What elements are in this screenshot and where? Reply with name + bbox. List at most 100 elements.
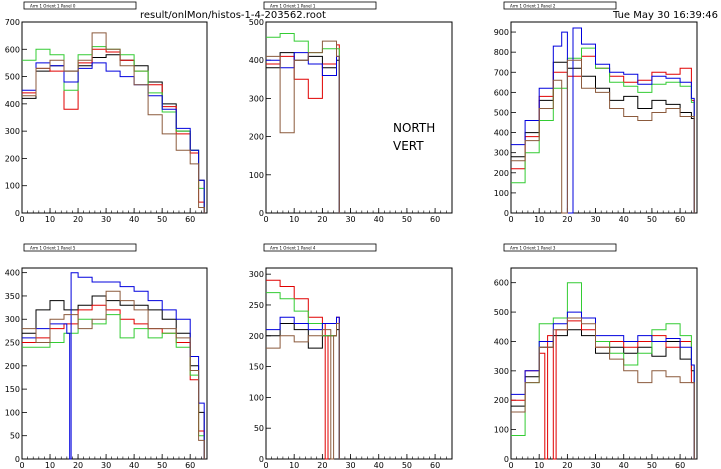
x-tick-label: 10: [45, 215, 55, 224]
y-tick-label: 100: [494, 426, 509, 435]
x-tick-label: 30: [345, 215, 355, 224]
y-tick-label: 350: [5, 292, 20, 301]
y-tick-label: 300: [494, 149, 509, 158]
y-tick-label: 100: [494, 189, 509, 198]
y-tick-label: 50: [254, 424, 264, 433]
x-tick-label: 50: [157, 461, 167, 469]
x-tick-label: 60: [185, 461, 195, 469]
annotation-line2: VERT: [393, 139, 424, 153]
y-tick-label: 600: [5, 45, 20, 54]
x-tick-label: 30: [101, 215, 111, 224]
series-black-line: [266, 52, 340, 213]
y-tick-label: 250: [5, 339, 20, 348]
panel-title: Arm 1 Orient 1 Panel 0: [30, 4, 76, 9]
x-tick-label: 50: [402, 461, 412, 469]
y-tick-label: 0: [259, 209, 264, 218]
panel-title: Arm 1 Orient 1 Panel 1: [270, 4, 316, 9]
y-tick-label: 400: [249, 56, 264, 65]
series-black-line: [511, 329, 695, 459]
series-red-line: [511, 55, 695, 213]
series-blue-line: [511, 311, 695, 459]
x-tick-label: 10: [534, 215, 544, 224]
y-tick-label: 500: [5, 73, 20, 82]
x-tick-label: 0: [19, 461, 24, 469]
panel-title-box: [263, 1, 377, 10]
chart-panel-2: Arm 1 Orient 1 Panel 2010020030040050060…: [494, 1, 698, 224]
x-tick-label: 20: [317, 215, 327, 224]
x-tick-label: 30: [101, 461, 111, 469]
x-tick-label: 0: [508, 461, 513, 469]
y-tick-label: 200: [494, 169, 509, 178]
x-tick-label: 30: [345, 461, 355, 469]
x-tick-label: 40: [619, 461, 629, 469]
y-tick-label: 100: [249, 171, 264, 180]
y-tick-label: 200: [494, 396, 509, 405]
y-tick-label: 400: [494, 129, 509, 138]
plot-frame: [510, 267, 698, 460]
x-tick-label: 40: [374, 461, 384, 469]
y-tick-label: 0: [15, 455, 20, 464]
panel-title-box: [23, 1, 137, 10]
y-tick-label: 200: [249, 332, 264, 341]
y-tick-label: 700: [494, 68, 509, 77]
x-tick-label: 40: [374, 215, 384, 224]
series-brown-line: [511, 317, 695, 459]
y-tick-label: 500: [494, 308, 509, 317]
series-blue-line: [266, 52, 340, 213]
chart-panel-4: Arm 1 Orient 1 Panel 4050100150200250300…: [249, 243, 453, 469]
y-tick-label: 0: [504, 209, 509, 218]
y-tick-label: 300: [249, 94, 264, 103]
y-tick-label: 0: [259, 455, 264, 464]
x-tick-label: 10: [45, 461, 55, 469]
series-black-line: [511, 61, 695, 213]
x-tick-label: 20: [562, 215, 572, 224]
y-tick-label: 0: [15, 209, 20, 218]
y-tick-label: 600: [494, 279, 509, 288]
y-tick-label: 300: [249, 270, 264, 279]
annotation-line1: NORTH: [393, 121, 435, 135]
file-path-label: result/onlMon/histos-1-4-203562.root: [140, 10, 326, 21]
y-tick-label: 200: [5, 154, 20, 163]
datetime-label: Tue May 30 16:39:46 2006: [612, 10, 721, 21]
y-tick-label: 400: [494, 337, 509, 346]
x-tick-label: 0: [263, 215, 268, 224]
series-red-line: [266, 279, 340, 460]
x-tick-label: 20: [317, 461, 327, 469]
x-tick-label: 20: [73, 215, 83, 224]
y-tick-label: 300: [494, 367, 509, 376]
north-vert-annotation: NORTH VERT: [393, 121, 435, 153]
x-tick-label: 50: [647, 215, 657, 224]
plot-frame: [21, 267, 208, 460]
x-tick-label: 50: [402, 215, 412, 224]
x-tick-label: 60: [675, 461, 685, 469]
y-tick-label: 250: [249, 301, 264, 310]
y-tick-label: 200: [5, 362, 20, 371]
x-tick-label: 20: [562, 461, 572, 469]
y-tick-label: 400: [5, 269, 20, 278]
series-brown-line: [22, 32, 205, 213]
chart-panel-3: Arm 1 Orient 1 Panel 5050100150200250300…: [5, 243, 208, 469]
x-tick-label: 30: [590, 215, 600, 224]
series-blue-line: [22, 62, 205, 213]
y-tick-label: 200: [249, 133, 264, 142]
y-tick-label: 150: [249, 363, 264, 372]
y-tick-label: 600: [494, 88, 509, 97]
panel-title: Arm 1 Orient 1 Panel 2: [510, 4, 556, 9]
series-red-line: [266, 44, 340, 213]
series-black-line: [22, 295, 205, 459]
x-tick-label: 0: [508, 215, 513, 224]
series-brown-line: [22, 290, 205, 459]
panel-title: Arm 1 Orient 1 Panel 5: [30, 246, 76, 251]
y-tick-label: 100: [249, 393, 264, 402]
y-tick-label: 500: [494, 108, 509, 117]
y-tick-label: 400: [5, 100, 20, 109]
x-tick-label: 10: [534, 461, 544, 469]
panel-title: Arm 1 Orient 1 Panel 3: [510, 246, 556, 251]
series-green-line: [511, 47, 695, 213]
x-tick-label: 50: [647, 461, 657, 469]
x-tick-label: 50: [157, 215, 167, 224]
panel-title-box: [503, 243, 617, 252]
x-tick-label: 40: [619, 215, 629, 224]
series-blue-line: [22, 272, 205, 460]
